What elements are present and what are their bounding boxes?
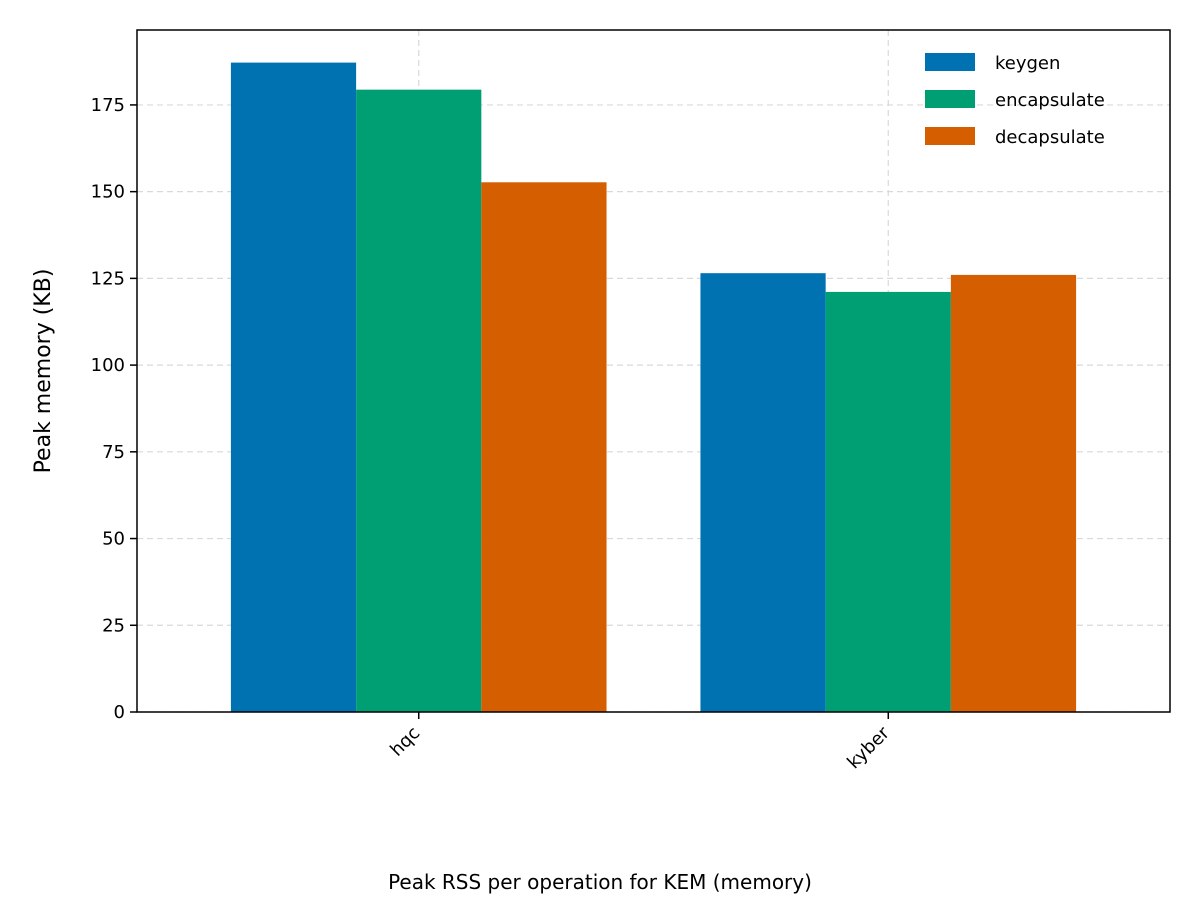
legend: keygen encapsulate decapsulate: [925, 53, 1105, 148]
y-tick-label: 175: [91, 95, 125, 116]
plot-frame: [136, 29, 1171, 713]
bar-keygen-kyber: [700, 273, 826, 712]
y-tick-label: 0: [114, 702, 125, 723]
bar-encapsulate-kyber: [825, 291, 951, 712]
bar-keygen-hqc: [230, 62, 357, 713]
y-tick-label: 75: [102, 442, 125, 463]
x-axis: hqc kyber: [386, 712, 894, 773]
legend-label-keygen: keygen: [995, 53, 1060, 74]
y-tick-label: 100: [91, 355, 125, 376]
bar-decapsulate-kyber: [950, 274, 1077, 712]
x-tick-label: kyber: [843, 722, 894, 773]
chart-caption: Peak RSS per operation for KEM (memory): [388, 870, 812, 894]
legend-swatch-encapsulate: [925, 90, 975, 108]
legend-swatch-decapsulate: [925, 127, 975, 145]
bar-encapsulate-hqc: [356, 89, 482, 713]
bars: [230, 62, 1077, 713]
legend-label-encapsulate: encapsulate: [995, 90, 1105, 111]
y-tick-label: 25: [102, 615, 125, 636]
y-tick-label: 50: [102, 529, 125, 550]
y-tick-label: 150: [91, 182, 125, 203]
y-axis: 0 25 50 75 100 125 150 175: [91, 95, 137, 723]
bar-decapsulate-hqc: [481, 182, 607, 712]
y-axis-title: Peak memory (KB): [31, 269, 56, 474]
legend-label-decapsulate: decapsulate: [995, 127, 1105, 148]
y-tick-label: 125: [91, 268, 125, 289]
x-tick-label: hqc: [386, 723, 424, 761]
legend-swatch-keygen: [925, 53, 975, 71]
